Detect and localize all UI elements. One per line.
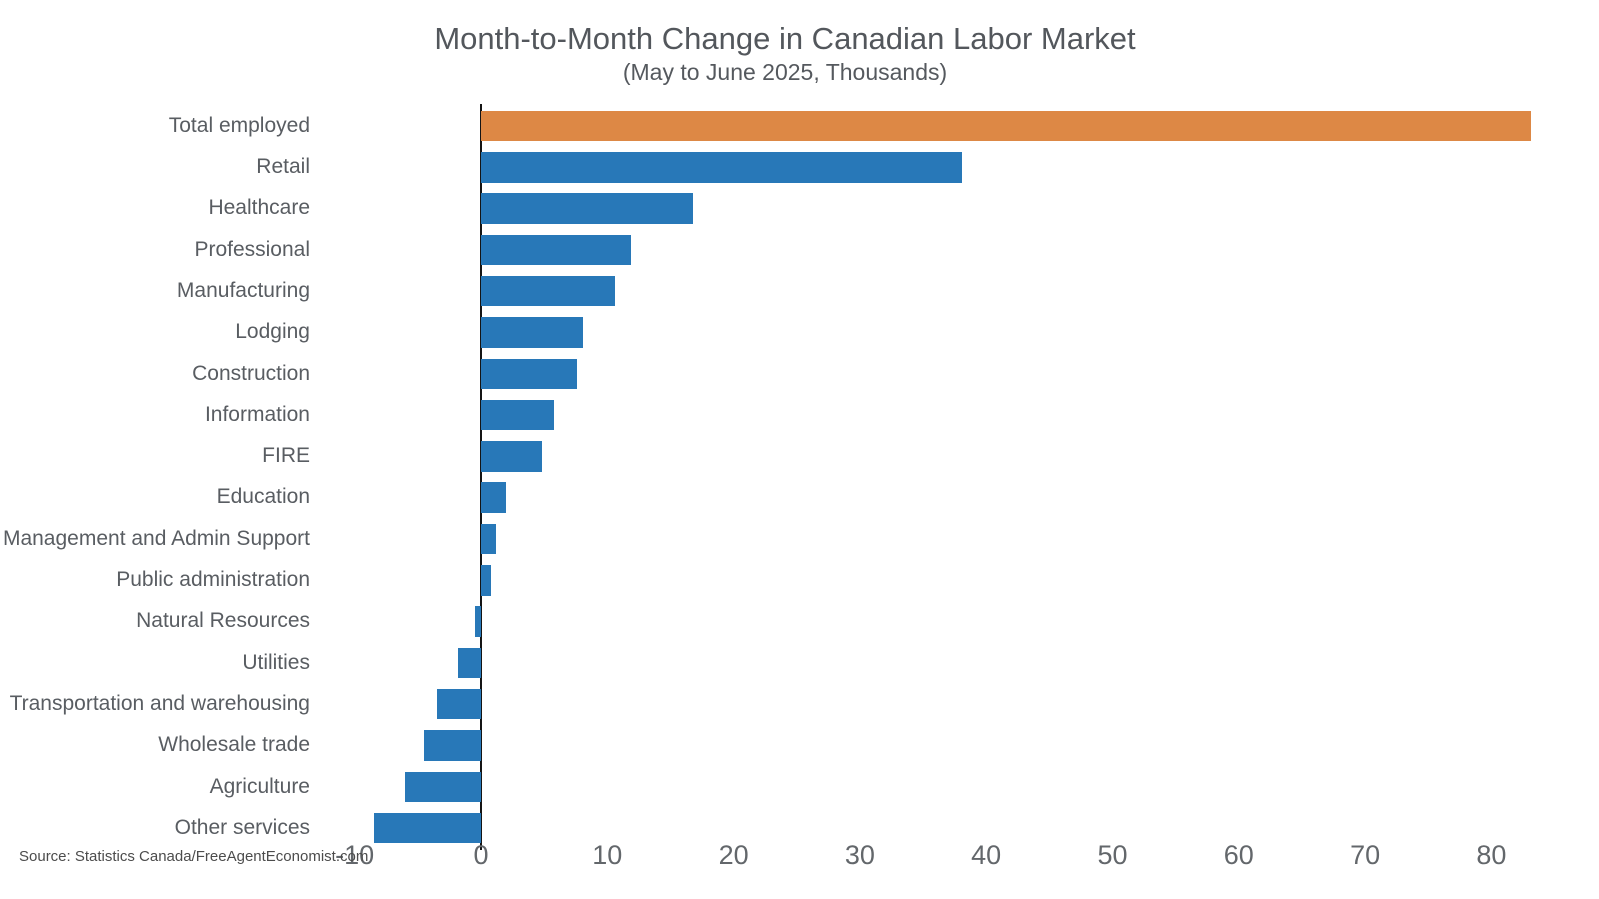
x-tick-label-20: 20 (718, 840, 749, 870)
x-tick-label-40: 40 (971, 840, 1002, 870)
x-tick-label-0: 0 (473, 840, 489, 870)
bar-education (481, 482, 507, 513)
bar-healthcare (481, 193, 694, 224)
category-label-lodging: Lodging (235, 320, 310, 344)
bar-management-and-admin-support (481, 523, 497, 555)
category-label-healthcare: Healthcare (208, 196, 310, 220)
bar-professional (481, 234, 632, 266)
bar-fire (481, 441, 542, 472)
chart-header: Month-to-Month Change in Canadian Labor … (0, 20, 1570, 86)
bar-public-administration (481, 565, 492, 596)
category-label-agriculture: Agriculture (209, 774, 310, 798)
category-label-transportation-and-warehousing: Transportation and warehousing (9, 691, 310, 715)
bar-transportation-and-warehousing (436, 688, 481, 720)
x-tick-label-60: 60 (1223, 840, 1254, 870)
bar-construction (481, 358, 577, 390)
bar-other-services (373, 812, 481, 844)
x-tick-label-80: 80 (1476, 840, 1507, 870)
bar-natural-resources (474, 606, 481, 637)
bar-retail (481, 152, 963, 183)
bar-total-employed (481, 110, 1531, 142)
chart-title: Month-to-Month Change in Canadian Labor … (434, 21, 1136, 56)
category-label-other-services: Other services (174, 815, 310, 839)
x-tick-label-70: 70 (1350, 840, 1381, 870)
category-label-education: Education (216, 485, 310, 509)
zero-axis-line (480, 104, 482, 850)
source-note: Source: Statistics Canada/FreeAgentEcono… (19, 848, 369, 865)
x-tick-label-10: 10 (592, 840, 623, 870)
bar-manufacturing (481, 275, 615, 307)
bar-wholesale-trade (424, 730, 481, 761)
category-label-fire: FIRE (262, 444, 310, 468)
category-label-natural-resources: Natural Resources (136, 609, 310, 633)
category-label-information: Information (204, 402, 310, 426)
category-label-public-administration: Public administration (116, 568, 310, 591)
category-label-wholesale-trade: Wholesale trade (158, 733, 310, 757)
category-label-management-and-admin-support: Management and Admin Support (2, 526, 310, 550)
bar-information (481, 399, 555, 431)
category-label-manufacturing: Manufacturing (176, 278, 310, 302)
category-label-utilities: Utilities (242, 650, 310, 674)
bar-utilities (458, 647, 481, 679)
bar-agriculture (405, 771, 481, 803)
x-tick-label-30: 30 (844, 840, 875, 870)
category-label-professional: Professional (194, 237, 310, 261)
category-label-total-employed: Total employed (168, 113, 310, 137)
x-tick-label-50: 50 (1097, 840, 1128, 870)
chart-subtitle: (May to June 2025, Thousands) (622, 58, 948, 85)
bar-lodging (481, 317, 584, 348)
x-tick-label--10: -10 (335, 840, 375, 870)
category-label-construction: Construction (192, 361, 310, 385)
category-label-retail: Retail (256, 155, 310, 178)
